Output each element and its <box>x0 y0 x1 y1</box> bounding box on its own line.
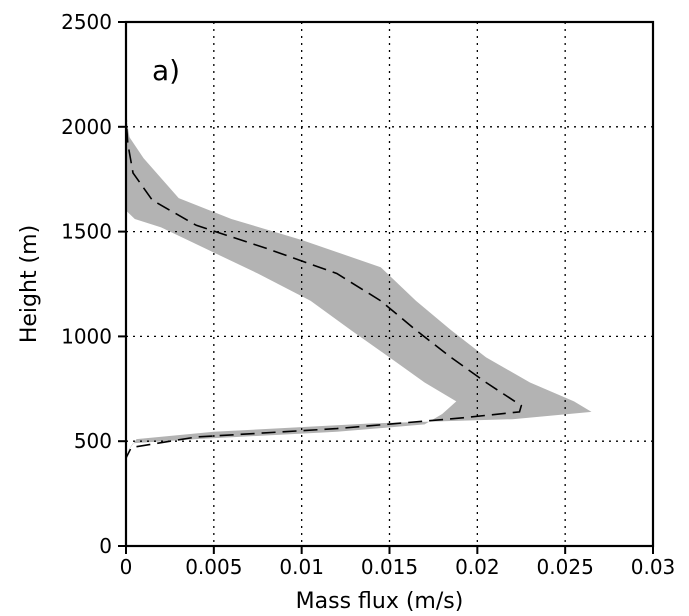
spread-band <box>126 22 592 546</box>
x-tick-label-2: 0.01 <box>279 555 324 579</box>
y-tick-label-1: 500 <box>74 429 112 453</box>
panel-label: a) <box>152 54 180 87</box>
spread-band-layer <box>126 22 592 546</box>
x-tick-label-4: 0.02 <box>455 555 500 579</box>
y-tick-label-5: 2500 <box>61 10 112 34</box>
x-tick-label-3: 0.015 <box>361 555 418 579</box>
y-tick-label-2: 1000 <box>61 324 112 348</box>
axes-layer <box>118 20 655 554</box>
x-tick-label-1: 0.005 <box>185 555 242 579</box>
x-tick-label-6: 0.03 <box>631 555 676 579</box>
y-tick-label-0: 0 <box>99 534 112 558</box>
x-tick-label-0: 0 <box>120 555 133 579</box>
x-axis-title: Mass flux (m/s) <box>296 589 464 614</box>
labels-layer: a) Mass flux (m/s) Height (m) 0 0.005 0.01… <box>17 10 675 614</box>
y-axis-title: Height (m) <box>17 225 42 343</box>
y-tick-label-4: 2000 <box>61 115 112 139</box>
x-tick-label-5: 0.025 <box>537 555 594 579</box>
series-line-0 <box>125 22 523 546</box>
y-tick-label-3: 1500 <box>61 220 112 244</box>
series-layer <box>125 22 523 546</box>
